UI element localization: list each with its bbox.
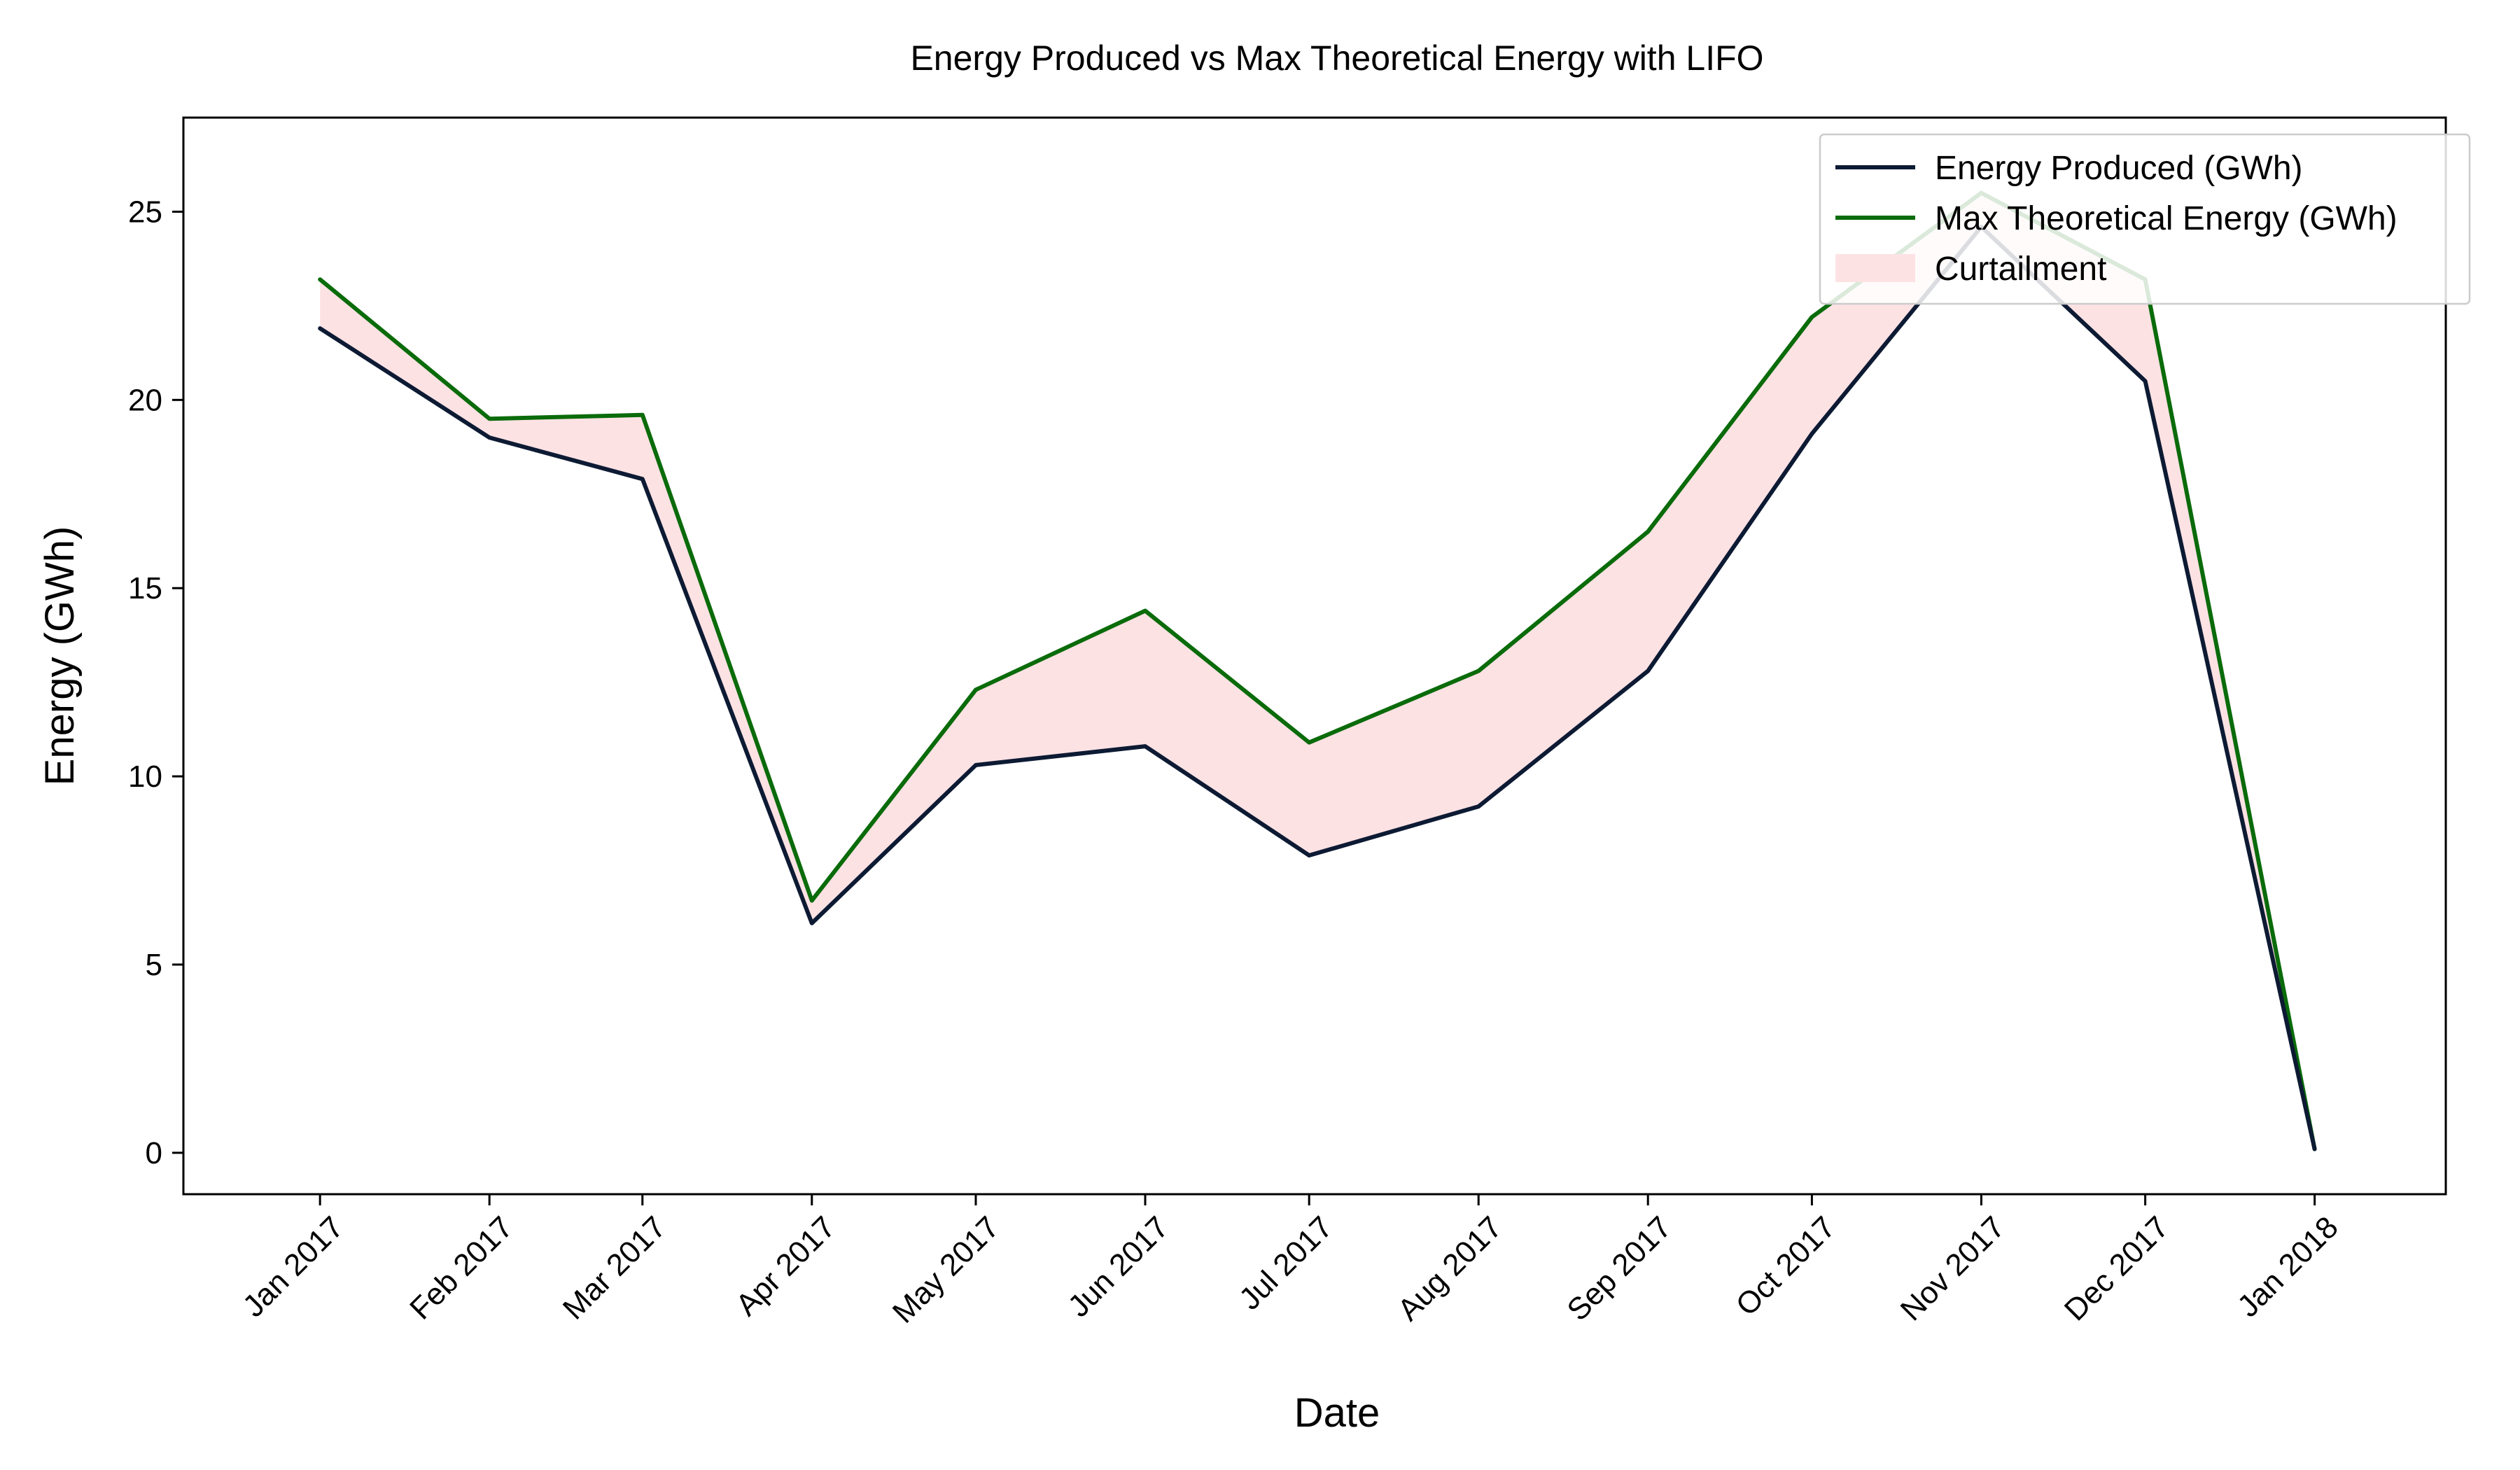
curtailment-area — [320, 192, 2315, 1149]
x-tick-label: Jun 2017 — [1061, 1210, 1175, 1324]
y-tick-label: 10 — [128, 760, 162, 794]
x-tick-label: Nov 2017 — [1894, 1210, 2012, 1327]
chart-title: Energy Produced vs Max Theoretical Energ… — [910, 38, 1763, 78]
y-axis-label: Energy (GWh) — [37, 526, 83, 786]
x-tick-label: Aug 2017 — [1391, 1210, 1508, 1327]
legend-swatch-curtailment — [1835, 254, 1915, 282]
y-tick-label: 15 — [128, 571, 162, 606]
series-line-max-theoretical — [318, 190, 2317, 1152]
x-tick-label: Jan 2018 — [2231, 1210, 2345, 1324]
y-tick-label: 0 — [146, 1136, 162, 1170]
x-axis-ticks: Jan 2017 Feb 2017 Mar 2017 Apr 2017 May 2017… — [237, 1194, 2345, 1330]
y-tick-label: 5 — [146, 948, 162, 982]
x-tick-label: Jan 2017 — [237, 1210, 351, 1324]
x-tick-label: Mar 2017 — [556, 1210, 673, 1326]
y-axis-ticks: 0 5 10 15 20 25 — [128, 195, 183, 1170]
legend-label-curtailment: Curtailment — [1935, 251, 2106, 288]
legend: Energy Produced (GWh) Max Theoretical En… — [1819, 133, 2471, 305]
x-axis-label: Date — [1294, 1390, 1380, 1436]
x-tick-label: Oct 2017 — [1730, 1210, 1842, 1322]
y-tick-label: 20 — [128, 383, 162, 417]
legend-box — [1819, 133, 2471, 305]
x-tick-label: May 2017 — [886, 1210, 1006, 1329]
series-lines-layer — [318, 190, 2317, 1152]
legend-label-energy-produced: Energy Produced (GWh) — [1935, 150, 2303, 187]
x-tick-label: Sep 2017 — [1560, 1210, 1678, 1327]
x-tick-label: Feb 2017 — [403, 1210, 519, 1326]
curtailment-area-layer — [320, 192, 2315, 1149]
x-tick-label: Jul 2017 — [1233, 1210, 1339, 1316]
x-tick-label: Apr 2017 — [729, 1210, 842, 1322]
series-line-energy-produced — [318, 225, 2317, 1152]
legend-label-max-theoretical: Max Theoretical Energy (GWh) — [1935, 200, 2398, 237]
y-tick-label: 25 — [128, 195, 162, 229]
x-tick-label: Dec 2017 — [2058, 1210, 2176, 1327]
plot-area-frame — [182, 116, 2447, 1196]
